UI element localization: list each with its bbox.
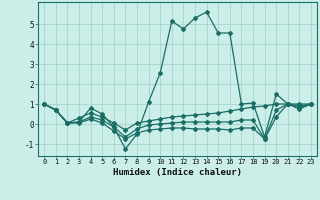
X-axis label: Humidex (Indice chaleur): Humidex (Indice chaleur) [113,168,242,177]
